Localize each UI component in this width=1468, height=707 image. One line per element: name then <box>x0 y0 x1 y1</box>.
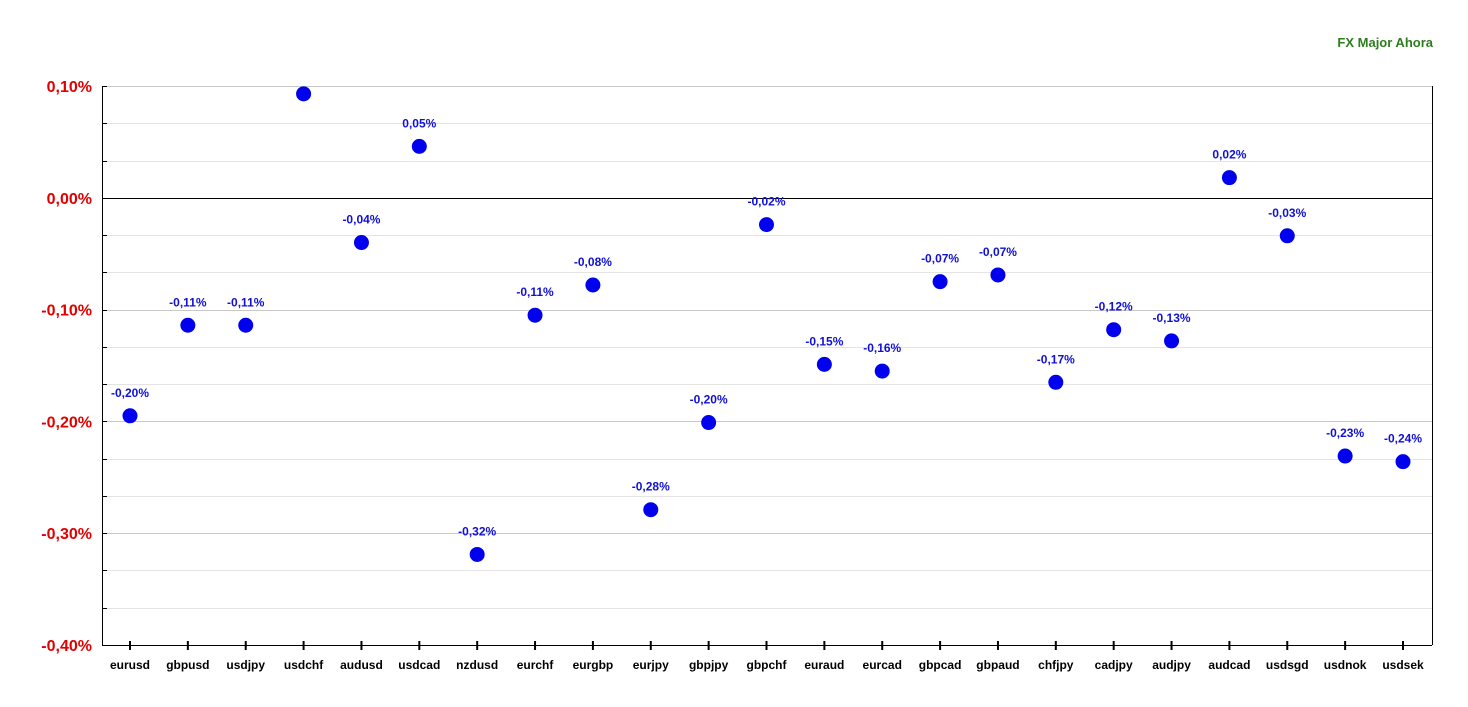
data-point <box>180 317 196 333</box>
x-tick-label: audcad <box>1208 658 1250 672</box>
data-label: -0,04% <box>342 213 380 227</box>
x-tick-label: nzdusd <box>456 658 498 672</box>
y-tick-label: -0,20% <box>41 414 92 431</box>
x-tick-label: gbpusd <box>166 658 209 672</box>
x-tick-label: usdnok <box>1324 658 1367 672</box>
data-label: -0,20% <box>111 386 149 400</box>
data-point <box>759 217 774 233</box>
data-label: -0,08% <box>574 255 612 269</box>
data-label: -0,12% <box>1095 300 1133 314</box>
y-tick-label: 0,10% <box>47 79 92 96</box>
x-tick-label: cadjpy <box>1095 658 1133 672</box>
data-label: -0,07% <box>921 252 959 266</box>
x-tick-label: audusd <box>340 658 383 672</box>
x-tick-label: usdjpy <box>226 658 265 672</box>
data-label: 0,02% <box>1212 148 1246 162</box>
data-point <box>1337 448 1353 464</box>
data-label: -0,23% <box>1326 426 1364 440</box>
data-points <box>122 86 1411 562</box>
x-axis-tick-labels: eurusd gbpusd usdjpy usdchf audusd usdcad nzdu… <box>110 641 1424 672</box>
x-tick-label: chfjpy <box>1038 658 1074 672</box>
data-point <box>411 138 427 154</box>
data-point <box>1221 170 1237 186</box>
data-point <box>701 415 717 431</box>
data-point <box>585 277 601 293</box>
data-point <box>469 546 485 562</box>
x-tick-label: usdsek <box>1382 658 1424 672</box>
data-label: -0,13% <box>1153 311 1191 325</box>
x-tick-label: eurcad <box>863 658 902 672</box>
data-point <box>296 86 312 102</box>
x-tick-label: gbpaud <box>976 658 1019 672</box>
data-label: -0,16% <box>863 341 901 355</box>
y-tick-label: -0,40% <box>41 638 92 655</box>
data-label: -0,28% <box>632 480 670 494</box>
x-tick-label: usdchf <box>284 658 324 672</box>
data-point <box>1106 322 1122 338</box>
data-point <box>353 235 369 251</box>
y-tick-label: -0,30% <box>41 526 92 543</box>
data-label: -0,03% <box>1268 206 1306 220</box>
data-label: -0,32% <box>458 524 496 538</box>
data-label: -0,07% <box>979 245 1017 259</box>
x-tick-label: eurgbp <box>573 658 614 672</box>
data-label: -0,24% <box>1384 432 1422 446</box>
data-label: -0,11% <box>516 285 554 299</box>
data-point <box>932 274 948 290</box>
data-point <box>816 356 832 372</box>
y-tick-label: -0,10% <box>41 303 92 320</box>
data-point <box>527 307 543 323</box>
x-tick-label: euraud <box>804 658 844 672</box>
data-point <box>238 317 254 333</box>
data-point <box>1048 374 1064 390</box>
y-tick-label: 0,00% <box>47 191 92 208</box>
data-label: -0,20% <box>690 393 728 407</box>
data-point <box>1395 454 1411 470</box>
x-tick-label: eurusd <box>110 658 150 672</box>
data-label: -0,15% <box>805 334 843 348</box>
x-tick-label: gbpchf <box>747 658 788 672</box>
data-point <box>874 363 890 379</box>
data-point <box>990 267 1006 283</box>
data-label: -0,17% <box>1037 352 1075 366</box>
x-tick-label: eurchf <box>517 658 555 672</box>
y-axis-tick-labels: 0,10% 0,00% -0,10% -0,20% -0,30% -0,40% <box>41 79 92 655</box>
x-tick-label: gbpcad <box>919 658 962 672</box>
data-point <box>1279 228 1295 244</box>
x-tick-label: eurjpy <box>633 658 669 672</box>
x-tick-label: usdsgd <box>1266 658 1309 672</box>
data-point <box>643 502 659 518</box>
data-point <box>122 408 138 424</box>
axes <box>102 86 1433 646</box>
x-tick-label: usdcad <box>398 658 440 672</box>
chart-title: FX Major Ahora <box>1337 35 1433 50</box>
data-label: -0,11% <box>227 295 265 309</box>
data-label: -0,02% <box>747 195 785 209</box>
data-label: -0,11% <box>169 295 207 309</box>
x-tick-label: audjpy <box>1152 658 1191 672</box>
grid-lines <box>102 86 1432 646</box>
data-label: 0,05% <box>402 116 436 130</box>
data-labels: -0,20% -0,11% -0,11% -0,04% 0,05% -0,32% -0,11… <box>111 116 1422 538</box>
data-point <box>1164 333 1180 349</box>
x-tick-label: gbpjpy <box>689 658 729 672</box>
